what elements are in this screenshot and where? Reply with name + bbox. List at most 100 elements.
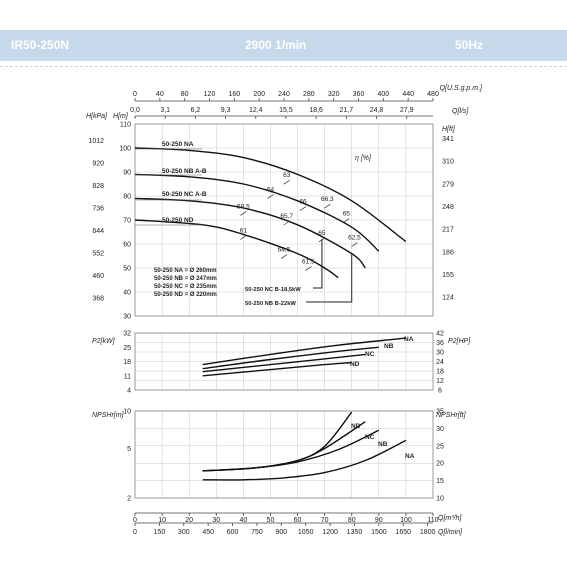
tick-label-ls: 3,1 (160, 107, 170, 114)
eta-tick (351, 242, 358, 247)
eta-label: 65 (343, 211, 351, 218)
tick-label-m3h: 30 (212, 517, 220, 524)
tick-label-npsh-ft: 25 (436, 443, 444, 450)
tick-label-m3h: 100 (400, 517, 412, 524)
power-series-label: NC (365, 351, 375, 358)
eta-label: 63 (283, 172, 291, 179)
tick-label-p2-hp: 18 (436, 369, 444, 376)
tick-label-head-kpa: 1012 (88, 138, 104, 145)
curve-power-nc (202, 353, 366, 373)
curve-head-nb (134, 173, 380, 252)
curve-npsh-nd (202, 411, 353, 472)
tick-label-usgpm: 320 (328, 91, 340, 98)
tick-label-lmin: 1350 (347, 529, 363, 536)
series-label-nb: 50-250 NB A-B (162, 168, 207, 175)
tick-label-m3h: 70 (321, 517, 329, 524)
eta-label: 61,5 (302, 259, 315, 266)
tick-label-m3h: 110 (427, 517, 438, 524)
tick-label-usgpm: 40 (156, 91, 164, 98)
power-series-label: NB (384, 343, 394, 350)
tick-label-ls: 0,0 (130, 107, 140, 114)
eta-label: 62,5 (348, 235, 361, 242)
power-series-label: ND (350, 361, 360, 368)
tick-label-usgpm: 200 (253, 91, 265, 98)
curve-head-na (134, 147, 407, 243)
tick-label-head-kpa: 644 (92, 228, 104, 235)
limit-label-nc: 50-250 NC B-18,5kW (245, 287, 301, 293)
eta-tick (305, 266, 312, 271)
tick-label-p2-kw: 11 (124, 373, 131, 380)
tick-label-head-kpa: 920 (92, 160, 104, 167)
npsh-series-label: ND (351, 423, 361, 430)
tick-label-lmin: 0 (133, 529, 137, 536)
tick-label-p2-kw: 25 (123, 345, 131, 352)
tick-label-m3h: 0 (133, 517, 137, 524)
tick-label-head-m: 110 (120, 122, 131, 129)
series-label-nd: 50-250 ND (162, 217, 194, 224)
axis-label-kpa: H[kPa] (86, 113, 108, 120)
tick-label-p2-hp: 24 (436, 359, 444, 366)
tick-label-head-ft: 248 (442, 204, 454, 211)
tick-label-ls: 12,4 (249, 107, 263, 114)
diameter-label: 50-250 NB = Ø 247mm (154, 276, 217, 282)
eta-label: 59,5 (237, 203, 250, 210)
curve-npsh-na (202, 439, 407, 481)
tick-label-head-ft: 155 (442, 272, 454, 279)
tick-label-p2-hp: 36 (436, 340, 444, 347)
eta-label: 66,3 (321, 196, 334, 203)
tick-label-p2-kw: 32 (123, 331, 131, 338)
header-separator (0, 66, 567, 67)
tick-label-p2-hp: 42 (436, 331, 444, 338)
tick-label-p2-hp: 6 (438, 388, 442, 395)
tick-label-head-ft: 217 (442, 227, 454, 234)
tick-label-ls: 15,5 (279, 107, 293, 114)
tick-label-npsh-m: 5 (127, 446, 131, 453)
tick-label-head-m: 60 (123, 242, 131, 249)
tick-label-ls: 6,2 (191, 107, 201, 114)
axis-label-usgpm: Q[U.S.g.p.m.] (440, 85, 483, 92)
axis-label-npsh-m: NPSHr[m] (92, 412, 125, 419)
eta-tick (343, 218, 350, 223)
tick-label-head-m: 70 (123, 218, 131, 225)
axis-label-ls: Q[l/s] (452, 108, 469, 115)
axis-label-head-m: H[m] (113, 113, 129, 120)
tick-label-head-m: 90 (123, 170, 131, 177)
tick-label-usgpm: 160 (228, 91, 240, 98)
header-bar: IR50-250N 2900 1/min 50Hz (0, 30, 567, 61)
eta-label: 64 (267, 187, 275, 194)
eta-title: η [%] (355, 155, 372, 162)
tick-label-npsh-ft: 35 (436, 409, 444, 416)
tick-label-lmin: 1650 (395, 529, 411, 536)
tick-label-usgpm: 360 (353, 91, 365, 98)
tick-label-m3h: 20 (185, 517, 193, 524)
limit-line-nb (306, 253, 353, 303)
eta-tick (267, 194, 274, 199)
eta-label: 64,5 (278, 247, 291, 254)
tick-label-m3h: 60 (294, 517, 302, 524)
series-label-nc: 50-250 NC A-B (162, 191, 207, 198)
axis-label-head-ft: H[ft] (442, 126, 456, 133)
tick-label-usgpm: 80 (181, 91, 189, 98)
tick-label-m3h: 90 (375, 517, 383, 524)
diameter-label: 50-250 NA = Ø 260mm (154, 268, 217, 274)
tick-label-head-kpa: 828 (92, 183, 104, 190)
axis-label-p2-hp: P2[HP] (448, 338, 471, 345)
tick-label-head-m: 30 (123, 314, 131, 321)
tick-label-npsh-m: 10 (123, 409, 131, 416)
tick-label-ls: 9,3 (221, 107, 231, 114)
tick-label-ls: 18,6 (309, 107, 323, 114)
tick-label-m3h: 40 (239, 517, 247, 524)
eta-label: 61 (240, 227, 248, 234)
curve-head-nd (134, 219, 339, 279)
tick-label-usgpm: 0 (133, 91, 137, 98)
tick-label-p2-hp: 30 (436, 350, 444, 357)
tick-label-p2-kw: 18 (123, 359, 131, 366)
axis-label-npsh-ft: NPSHr[ft] (436, 412, 467, 419)
tick-label-lmin: 750 (251, 529, 263, 536)
axis-label-lmin: Q[l/min] (438, 529, 463, 536)
panel-frame-power (134, 332, 434, 391)
limit-line-nc (313, 239, 323, 289)
power-series-label: NA (404, 336, 414, 343)
tick-label-lmin: 450 (202, 529, 214, 536)
